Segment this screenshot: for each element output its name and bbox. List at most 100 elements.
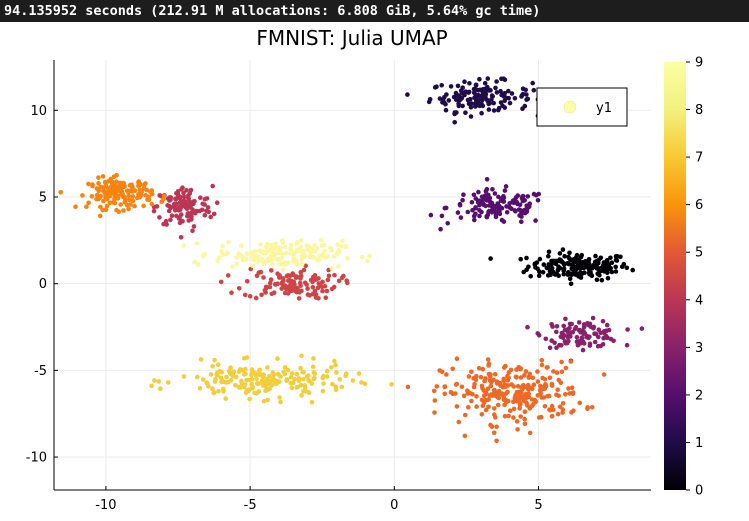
scatter-point-class-6 [478,374,484,380]
scatter-point-class-9 [282,244,288,250]
scatter-point-class-1 [468,104,474,110]
scatter-point-class-9 [260,249,266,255]
scatter-point-class-0 [578,275,584,280]
scatter-point-class-5 [297,280,303,286]
scatter-point-class-3 [543,336,549,342]
scatter-point-class-8 [350,378,356,383]
scatter-point-class-0 [595,271,600,276]
scatter-point-class-4 [187,213,193,218]
scatter-point-class-4 [202,213,208,218]
scatter-point-class-6 [486,397,491,402]
scatter-point-class-9 [299,261,305,267]
scatter-point-class-1 [443,107,449,113]
scatter-point-class-7 [98,204,103,210]
scatter-point-class-9 [322,248,328,254]
scatter-point-class-5 [267,284,273,290]
scatter-point-class-1 [502,105,508,110]
scatter-point-class-7 [128,202,133,207]
scatter-point-class-1 [507,100,513,106]
scatter-point-class-6 [505,389,510,395]
scatter-point-class-1 [460,85,466,90]
scatter-point-class-6 [506,375,511,381]
scatter-point-class-6 [566,386,571,391]
scatter-point-class-7 [143,193,148,198]
scatter-point-class-0 [606,262,612,268]
scatter-point-class-9 [261,259,267,265]
scatter-point-class-3 [549,322,554,327]
scatter-point-class-9 [308,253,313,259]
scatter-point-class-8 [256,381,262,386]
scatter-point-class-2 [484,186,490,192]
scatter-point-class-0 [567,276,573,282]
scatter-point-class-1 [494,90,500,95]
scatter-point-class-0 [537,269,542,274]
scatter-point-class-5 [310,284,316,290]
scatter-point-class-5 [323,295,329,301]
scatter-point-class-5 [298,273,304,279]
scatter-point-class-5 [305,286,310,291]
colorbar-tick-label: 4 [695,293,703,308]
scatter-point-class-2 [484,177,490,182]
scatter-point-class-9 [225,250,230,256]
scatter-point-class-6 [491,388,497,393]
scatter-point-class-0 [578,254,584,260]
scatter-point-class-8 [230,372,236,378]
scatter-point-class-4 [198,195,203,200]
scatter-point-class-1 [468,96,473,102]
scatter-point-class-6 [567,391,572,396]
scatter-point-class-2 [519,219,524,224]
scatter-point-class-8 [149,383,154,389]
scatter-point-class-9 [294,249,300,254]
scatter-point-class-2 [477,198,482,203]
scatter-point-class-9 [282,260,288,266]
scatter-point-class-9 [265,258,270,264]
scatter-point-class-7 [94,192,100,198]
scatter-point-class-6 [538,383,543,389]
scatter-point-class-2 [533,192,539,198]
scatter-point-class-3 [554,324,560,329]
scatter-point-class-6 [555,387,560,393]
scatter-point-class-8 [165,380,171,385]
colorbar-tick-label: 8 [695,103,703,118]
scatter-point-class-1 [519,93,525,98]
scatter-point-class-2 [473,196,479,201]
scatter-point-class-2 [476,189,481,195]
scatter-point-class-9 [219,248,224,254]
scatter-point-class-6 [558,380,564,386]
scatter-point-class-1 [490,94,496,99]
scatter-point-class-9 [236,251,241,256]
scatter-point-class-7 [98,184,103,190]
scatter-point-class-0 [546,249,552,255]
y-tick-label: 10 [30,104,47,119]
scatter-point-class-0 [553,261,559,267]
scatter-point-class-9 [220,244,225,249]
scatter-point-class-1 [442,95,447,100]
scatter-point-class-4 [179,218,184,224]
scatter-point-class-5 [269,291,275,297]
scatter-point-class-5 [301,267,307,273]
scatter-point-class-6 [577,400,583,406]
scatter-point-class-1 [486,101,492,107]
colorbar-tick-label: 2 [695,388,703,403]
colorbar-tick-label: 5 [695,246,703,261]
x-tick-label: -10 [95,498,116,513]
scatter-point-class-4 [165,203,170,208]
scatter-point-class-6 [498,383,503,389]
scatter-point-class-6 [491,377,496,383]
scatter-point-class-1 [467,81,472,86]
scatter-point-class-6 [520,383,526,388]
scatter-point-class-0 [580,259,585,265]
scatter-point-class-0 [609,260,615,266]
scatter-point-class-6 [485,386,491,392]
scatter-point-class-6 [480,366,486,372]
scatter-point-class-2 [477,208,482,213]
scatter-point-class-1 [491,100,497,106]
scatter-point-class-7 [80,193,85,198]
scatter-point-class-4 [197,208,202,214]
scatter-point-class-9 [283,250,289,256]
scatter-point-class-3 [596,327,602,333]
scatter-point-class-2 [438,226,443,232]
scatter-point-class-6 [547,375,553,381]
scatter-point-class-6 [432,410,437,415]
scatter-point-class-6 [494,438,499,444]
